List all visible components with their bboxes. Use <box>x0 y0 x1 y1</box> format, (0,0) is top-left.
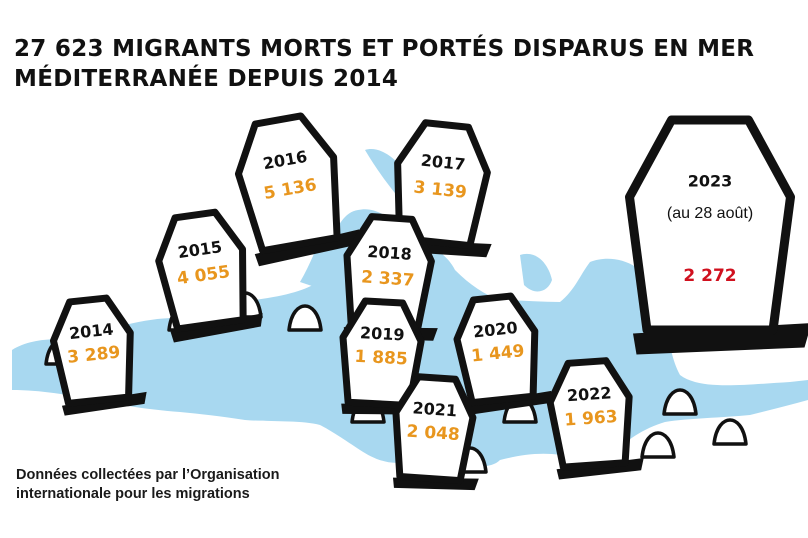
source-note: Données collectées par l’Organisation in… <box>16 466 336 504</box>
coffin-outline-2020 <box>453 292 539 407</box>
source-line-1: Données collectées par l’Organisation <box>16 467 280 483</box>
value-label-2023: 2 272 <box>683 266 736 286</box>
year-label-2021: 2021 <box>412 398 458 420</box>
coffin-outline-2015 <box>155 208 247 333</box>
value-label-2022: 1 963 <box>564 407 618 431</box>
chart-title: 27 623 MIGRANTS MORTS ET PORTÉS DISPARUS… <box>14 34 794 94</box>
coffin-outline-2014 <box>49 294 134 407</box>
year-label-2020: 2020 <box>472 318 518 342</box>
year-label-2022: 2022 <box>566 383 612 405</box>
value-label-2021: 2 048 <box>406 422 460 446</box>
tent-icon <box>287 304 323 332</box>
source-line-2: internationale pour les migrations <box>16 486 250 502</box>
tent-icon <box>662 388 698 416</box>
year-label-2014: 2014 <box>68 320 114 344</box>
year-label-2019: 2019 <box>360 323 405 344</box>
coffin-outline-2021 <box>392 373 477 485</box>
tent-icon <box>640 431 676 459</box>
coffin-outline-2017 <box>394 119 491 250</box>
coffin-outline-2023 <box>625 115 795 335</box>
value-label-2019: 1 885 <box>354 347 408 370</box>
year-note-2023: (au 28 août) <box>667 205 753 222</box>
coffin-2019: 2019 1 885 <box>339 297 429 415</box>
year-label-2017: 2017 <box>420 151 466 175</box>
value-label-2018: 2 337 <box>360 267 414 291</box>
year-label-2018: 2018 <box>367 242 413 264</box>
coffin-outline-2022 <box>546 357 633 471</box>
coffin-outline-2016 <box>234 112 341 255</box>
tent-icon <box>712 418 748 446</box>
title-line-1: 27 623 MIGRANTS MORTS ET PORTÉS DISPARUS… <box>14 36 755 62</box>
title-line-2: MÉDITERRANÉE DEPUIS 2014 <box>14 66 399 92</box>
coffin-2023: 2023 (au 28 août) 2 272 <box>625 115 808 355</box>
year-label-2023: 2023 <box>688 172 733 191</box>
